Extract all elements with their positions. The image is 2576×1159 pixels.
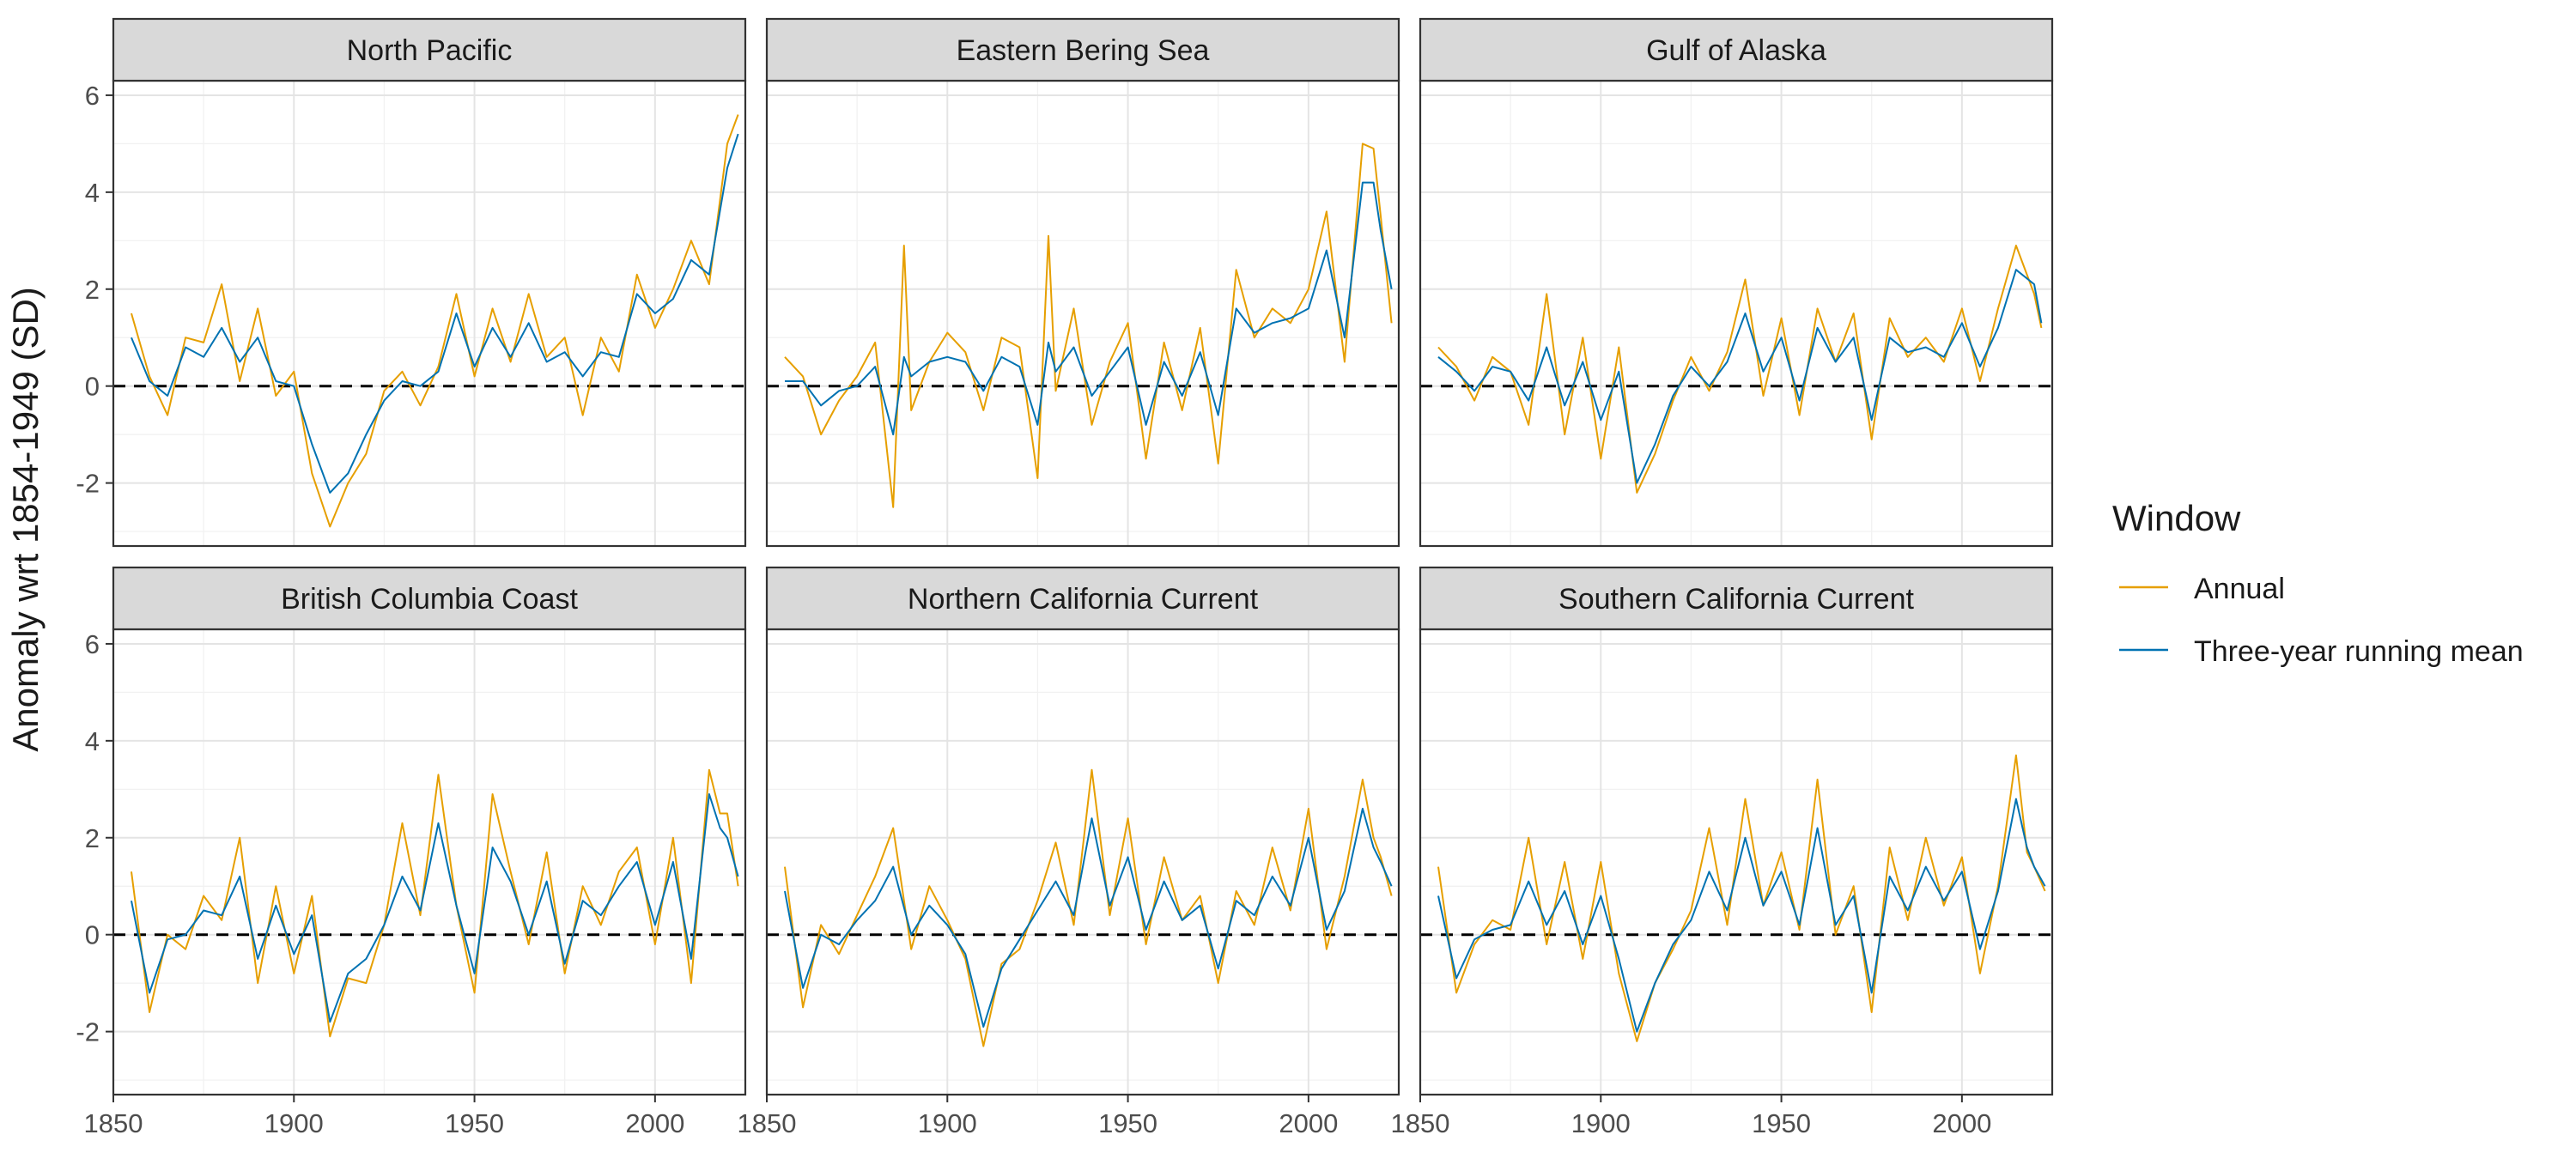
panel-background: [113, 629, 745, 1095]
panel-north-pacific: North Pacific -2 0 2 4 6: [76, 17, 747, 548]
series-line-annual: [1437, 754, 2046, 1042]
series-line-annual: [784, 768, 1393, 1047]
y-tick-label: 6: [85, 629, 100, 659]
x-tick-label: 1950: [1098, 1108, 1157, 1138]
x-tick-label: 1950: [1752, 1108, 1811, 1138]
series-line-three-year-running-mean: [1437, 798, 2046, 1033]
facet-strip-label: Southern California Current: [1558, 583, 1914, 616]
y-tick-label: 0: [85, 372, 100, 402]
x-tick-label: 2000: [625, 1108, 684, 1138]
facet-strip: [1419, 17, 2054, 82]
facet-strip-label: North Pacific: [347, 34, 513, 67]
series-line-annual: [784, 143, 1393, 508]
y-tick-label: 0: [85, 920, 100, 950]
facet-strip-label: Northern California Current: [908, 583, 1259, 616]
legend: Window Annual Three-year running mean: [2112, 498, 2524, 668]
series-line-three-year-running-mean: [785, 181, 1393, 436]
facet-panels: North Pacific -2 0 2 4 6 Eastern Bering Sea Gul…: [76, 17, 2054, 1138]
facet-strip: [112, 566, 747, 631]
x-tick-label: 1850: [1391, 1108, 1450, 1138]
facet-strip-label: Eastern Bering Sea: [957, 34, 1210, 67]
y-tick-label: -2: [76, 1017, 100, 1047]
facet-strip: [765, 566, 1400, 631]
x-tick-label: 1900: [264, 1108, 324, 1138]
panel-british-columbia-coast: British Columbia Coast -2 0 2 4 6 1850 1900 1950…: [76, 566, 747, 1138]
x-tick-label: 1950: [445, 1108, 504, 1138]
y-tick-label: 2: [85, 275, 100, 305]
series-line-three-year-running-mean: [131, 793, 739, 1023]
y-tick-label: 6: [85, 81, 100, 111]
series-line-three-year-running-mean: [131, 133, 739, 494]
x-tick-label: 1900: [1571, 1108, 1631, 1138]
y-tick-label: 2: [85, 823, 100, 853]
series-line-three-year-running-mean: [784, 807, 1393, 1028]
panel-northern-california-current: Northern California Current 1850 1900 1950 2…: [738, 566, 1400, 1138]
legend-title: Window: [2112, 498, 2241, 538]
series-line-annual: [131, 768, 739, 1038]
panel-background: [113, 81, 745, 546]
x-tick-label: 1900: [918, 1108, 977, 1138]
panel-eastern-bering-sea: Eastern Bering Sea: [765, 17, 1400, 548]
facet-strip-label: Gulf of Alaska: [1646, 34, 1826, 67]
y-tick-label: -2: [76, 469, 100, 499]
x-tick-label: 2000: [1279, 1108, 1338, 1138]
panel-gulf-of-alaska: Gulf of Alaska: [1419, 17, 2054, 548]
x-tick-label: 1850: [738, 1108, 797, 1138]
legend-label-annual: Annual: [2194, 573, 2285, 605]
panel-southern-california-current: Southern California Current 1850 1900 1950 2…: [1391, 566, 2054, 1138]
panel-background: [767, 629, 1399, 1095]
series-line-three-year-running-mean: [1437, 269, 2043, 484]
x-tick-label: 1850: [84, 1108, 143, 1138]
facet-strip: [112, 17, 747, 82]
y-tick-label: 4: [85, 178, 100, 208]
panel-background: [767, 81, 1399, 546]
y-axis-title: Anomaly wrt 1854-1949 (SD): [5, 287, 46, 752]
x-tick-label: 2000: [1932, 1108, 1991, 1138]
y-tick-label: 4: [85, 726, 100, 756]
facet-strip: [765, 17, 1400, 82]
facet-strip-label: British Columbia Coast: [281, 583, 578, 616]
legend-label-running-mean: Three-year running mean: [2194, 635, 2524, 668]
facet-strip: [1419, 566, 2054, 631]
